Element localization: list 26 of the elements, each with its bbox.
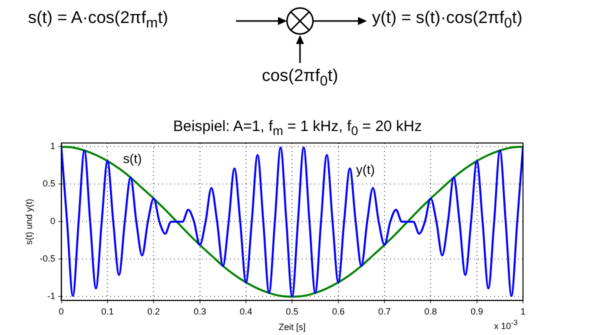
x-tick-label: 0.7	[378, 306, 391, 316]
y-tick-label: 0.5	[42, 178, 56, 189]
x-tick-label: 0.1	[101, 306, 114, 316]
annotation: s(t)	[123, 151, 142, 166]
y-tick-label: -1	[47, 291, 56, 302]
x-tick-label: 0.2	[147, 306, 160, 316]
y-tick-label: 1	[50, 141, 56, 152]
x-tick-label: 0.8	[424, 306, 437, 316]
x-tick-label: 1	[520, 306, 526, 316]
line-series	[61, 146, 523, 298]
text: y(t) = s(t)·cos(2πf$_{0}$t)	[372, 8, 522, 32]
text: cos(2πf$_{0}$t)	[260, 66, 340, 90]
y-tick-label: -0.5	[40, 254, 56, 264]
x-tick-label: 0	[58, 306, 64, 316]
x-tick-label: 0.9	[470, 306, 484, 316]
x-tick-label: 0.6	[332, 306, 345, 316]
text: x 10$^{-3}$	[494, 318, 518, 331]
text: s(t) = A·cos(2πf$_{m}$t)	[28, 8, 168, 32]
x-tick-label: 0.4	[240, 306, 252, 316]
x-tick-label: 0.3	[194, 306, 206, 316]
y-axis-title: s(t) und y(t)	[24, 198, 34, 245]
annotation: y(t)	[356, 162, 375, 177]
x-tick-label: 0.5	[286, 306, 298, 316]
y-tick-label: 0	[50, 216, 56, 226]
x-axis-title: Zeit [s]	[278, 322, 306, 332]
chart-title: Beispiel: A=1, f$_{m}$ = 1 kHz, f$_{0}$ = 20 kHz	[172, 118, 423, 138]
